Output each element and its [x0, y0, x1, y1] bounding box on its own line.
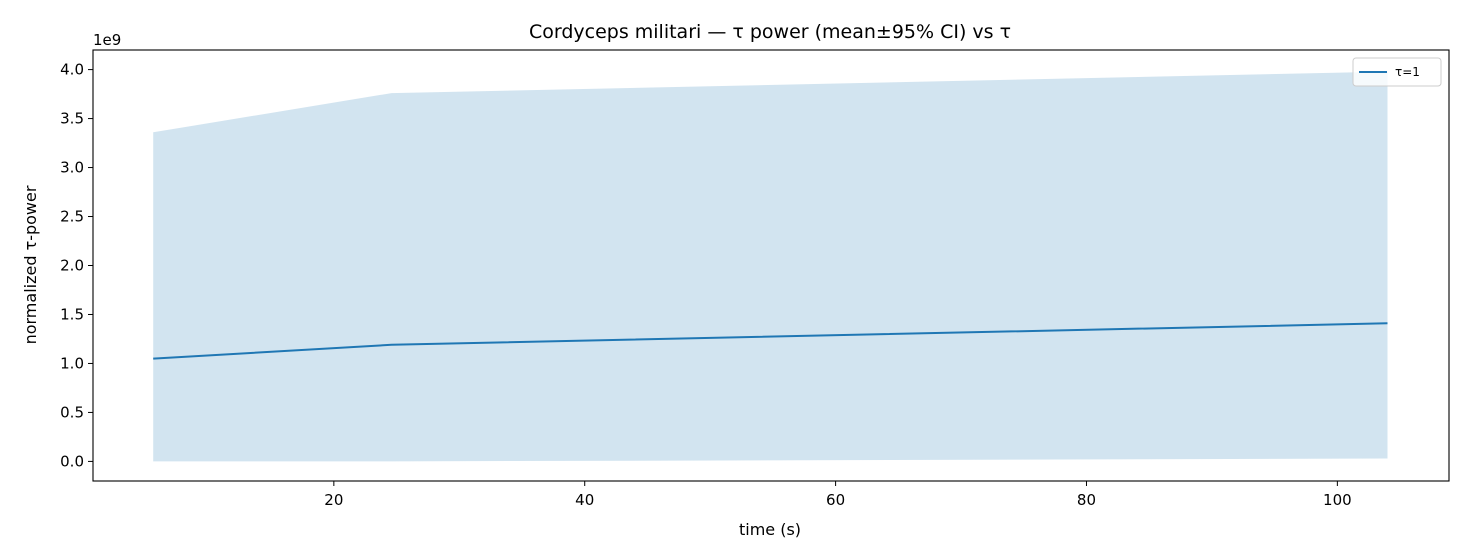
y-tick-label: 2.0 — [60, 257, 84, 275]
x-tick-label: 80 — [1077, 491, 1096, 509]
y-axis-label: normalized τ-power — [21, 185, 40, 344]
y-axis: 0.0 0.5 1.0 1.5 2.0 2.5 3.0 3.5 4.0 — [60, 61, 93, 470]
x-axis: 20 40 60 80 100 — [324, 481, 1352, 509]
y-offset-label: 1e9 — [93, 31, 121, 49]
y-tick-label: 3.0 — [60, 159, 84, 177]
legend-label: τ=1 — [1395, 65, 1420, 79]
y-tick-label: 2.5 — [60, 208, 84, 226]
y-tick-label: 1.5 — [60, 305, 84, 323]
y-tick-label: 4.0 — [60, 61, 84, 79]
y-tick-label: 0.0 — [60, 452, 84, 470]
ci-band-series-0 — [153, 71, 1388, 462]
x-tick-label: 20 — [324, 491, 343, 509]
x-tick-label: 40 — [575, 491, 594, 509]
y-tick-label: 0.5 — [60, 403, 84, 421]
y-tick-label: 3.5 — [60, 110, 84, 128]
chart-title: Cordyceps militari — τ power (mean±95% C… — [529, 21, 1011, 43]
x-tick-label: 100 — [1323, 491, 1352, 509]
legend-box — [1352, 57, 1442, 87]
mean-line-series-0 — [153, 322, 1388, 360]
x-tick-label: 60 — [826, 491, 845, 509]
x-axis-label: time (s) — [739, 520, 801, 539]
plot-area — [153, 71, 1388, 462]
legend: τ=1 — [1352, 57, 1442, 87]
y-tick-label: 1.0 — [60, 354, 84, 372]
